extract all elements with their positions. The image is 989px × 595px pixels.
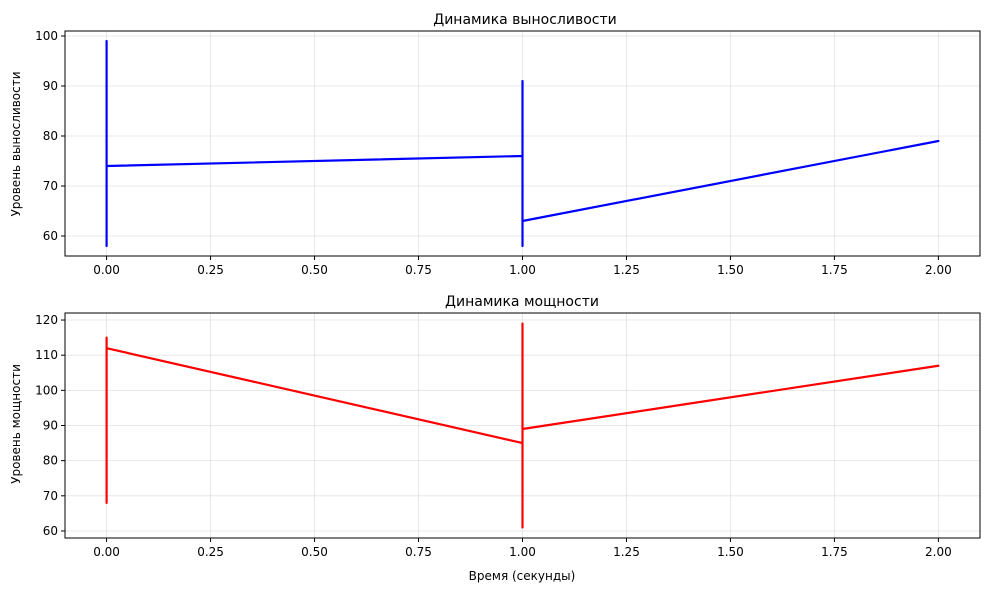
- endurance-y-tick-label: 60: [43, 229, 58, 243]
- power-y-tick-label: 90: [43, 419, 58, 433]
- endurance-y-tick-label: 90: [43, 79, 58, 93]
- endurance-x-tick-label: 0.50: [301, 263, 328, 277]
- power-x-tick-label: 0.50: [301, 545, 328, 559]
- endurance-x-tick-label: 1.50: [717, 263, 744, 277]
- power-y-tick-label: 60: [43, 524, 58, 538]
- endurance-series-line: [105, 39, 940, 248]
- endurance-y-tick-label: 70: [43, 179, 58, 193]
- power-x-tick-label: 1.50: [717, 545, 744, 559]
- endurance-chart: Динамика выносливости Уровень выносливос…: [9, 12, 981, 277]
- power-x-tick-label: 0.25: [197, 545, 224, 559]
- endurance-x-tick-label: 2.00: [925, 263, 952, 277]
- power-y-tick-label: 120: [35, 313, 58, 327]
- endurance-x-tick-label: 0.25: [197, 263, 224, 277]
- power-x-tick-label: 2.00: [925, 545, 952, 559]
- power-x-tick-label: 0.00: [93, 545, 120, 559]
- power-y-tick-label: 110: [35, 348, 58, 362]
- power-x-tick-label: 1.00: [509, 545, 536, 559]
- endurance-x-tick-label: 1.00: [509, 263, 536, 277]
- power-y-axis-label: Уровень мощности: [9, 364, 23, 484]
- power-chart: Динамика мощности Уровень мощности Время…: [9, 294, 981, 583]
- endurance-y-tick-label: 80: [43, 129, 58, 143]
- power-x-tick-label: 0.75: [405, 545, 432, 559]
- endurance-x-tick-label: 0.00: [93, 263, 120, 277]
- power-x-axis-label: Время (секунды): [469, 569, 576, 583]
- power-x-tick-label: 1.75: [821, 545, 848, 559]
- power-series-line: [105, 322, 940, 529]
- power-y-tick-label: 100: [35, 383, 58, 397]
- power-y-tick-label: 80: [43, 454, 58, 468]
- endurance-chart-title: Динамика выносливости: [433, 12, 616, 28]
- endurance-y-axis-label: Уровень выносливости: [9, 71, 23, 216]
- endurance-x-tick-label: 0.75: [405, 263, 432, 277]
- endurance-x-tick-label: 1.75: [821, 263, 848, 277]
- power-chart-title: Динамика мощности: [445, 294, 599, 310]
- endurance-y-tick-label: 100: [35, 29, 58, 43]
- power-x-tick-label: 1.25: [613, 545, 640, 559]
- endurance-x-tick-label: 1.25: [613, 263, 640, 277]
- power-y-tick-label: 70: [43, 489, 58, 503]
